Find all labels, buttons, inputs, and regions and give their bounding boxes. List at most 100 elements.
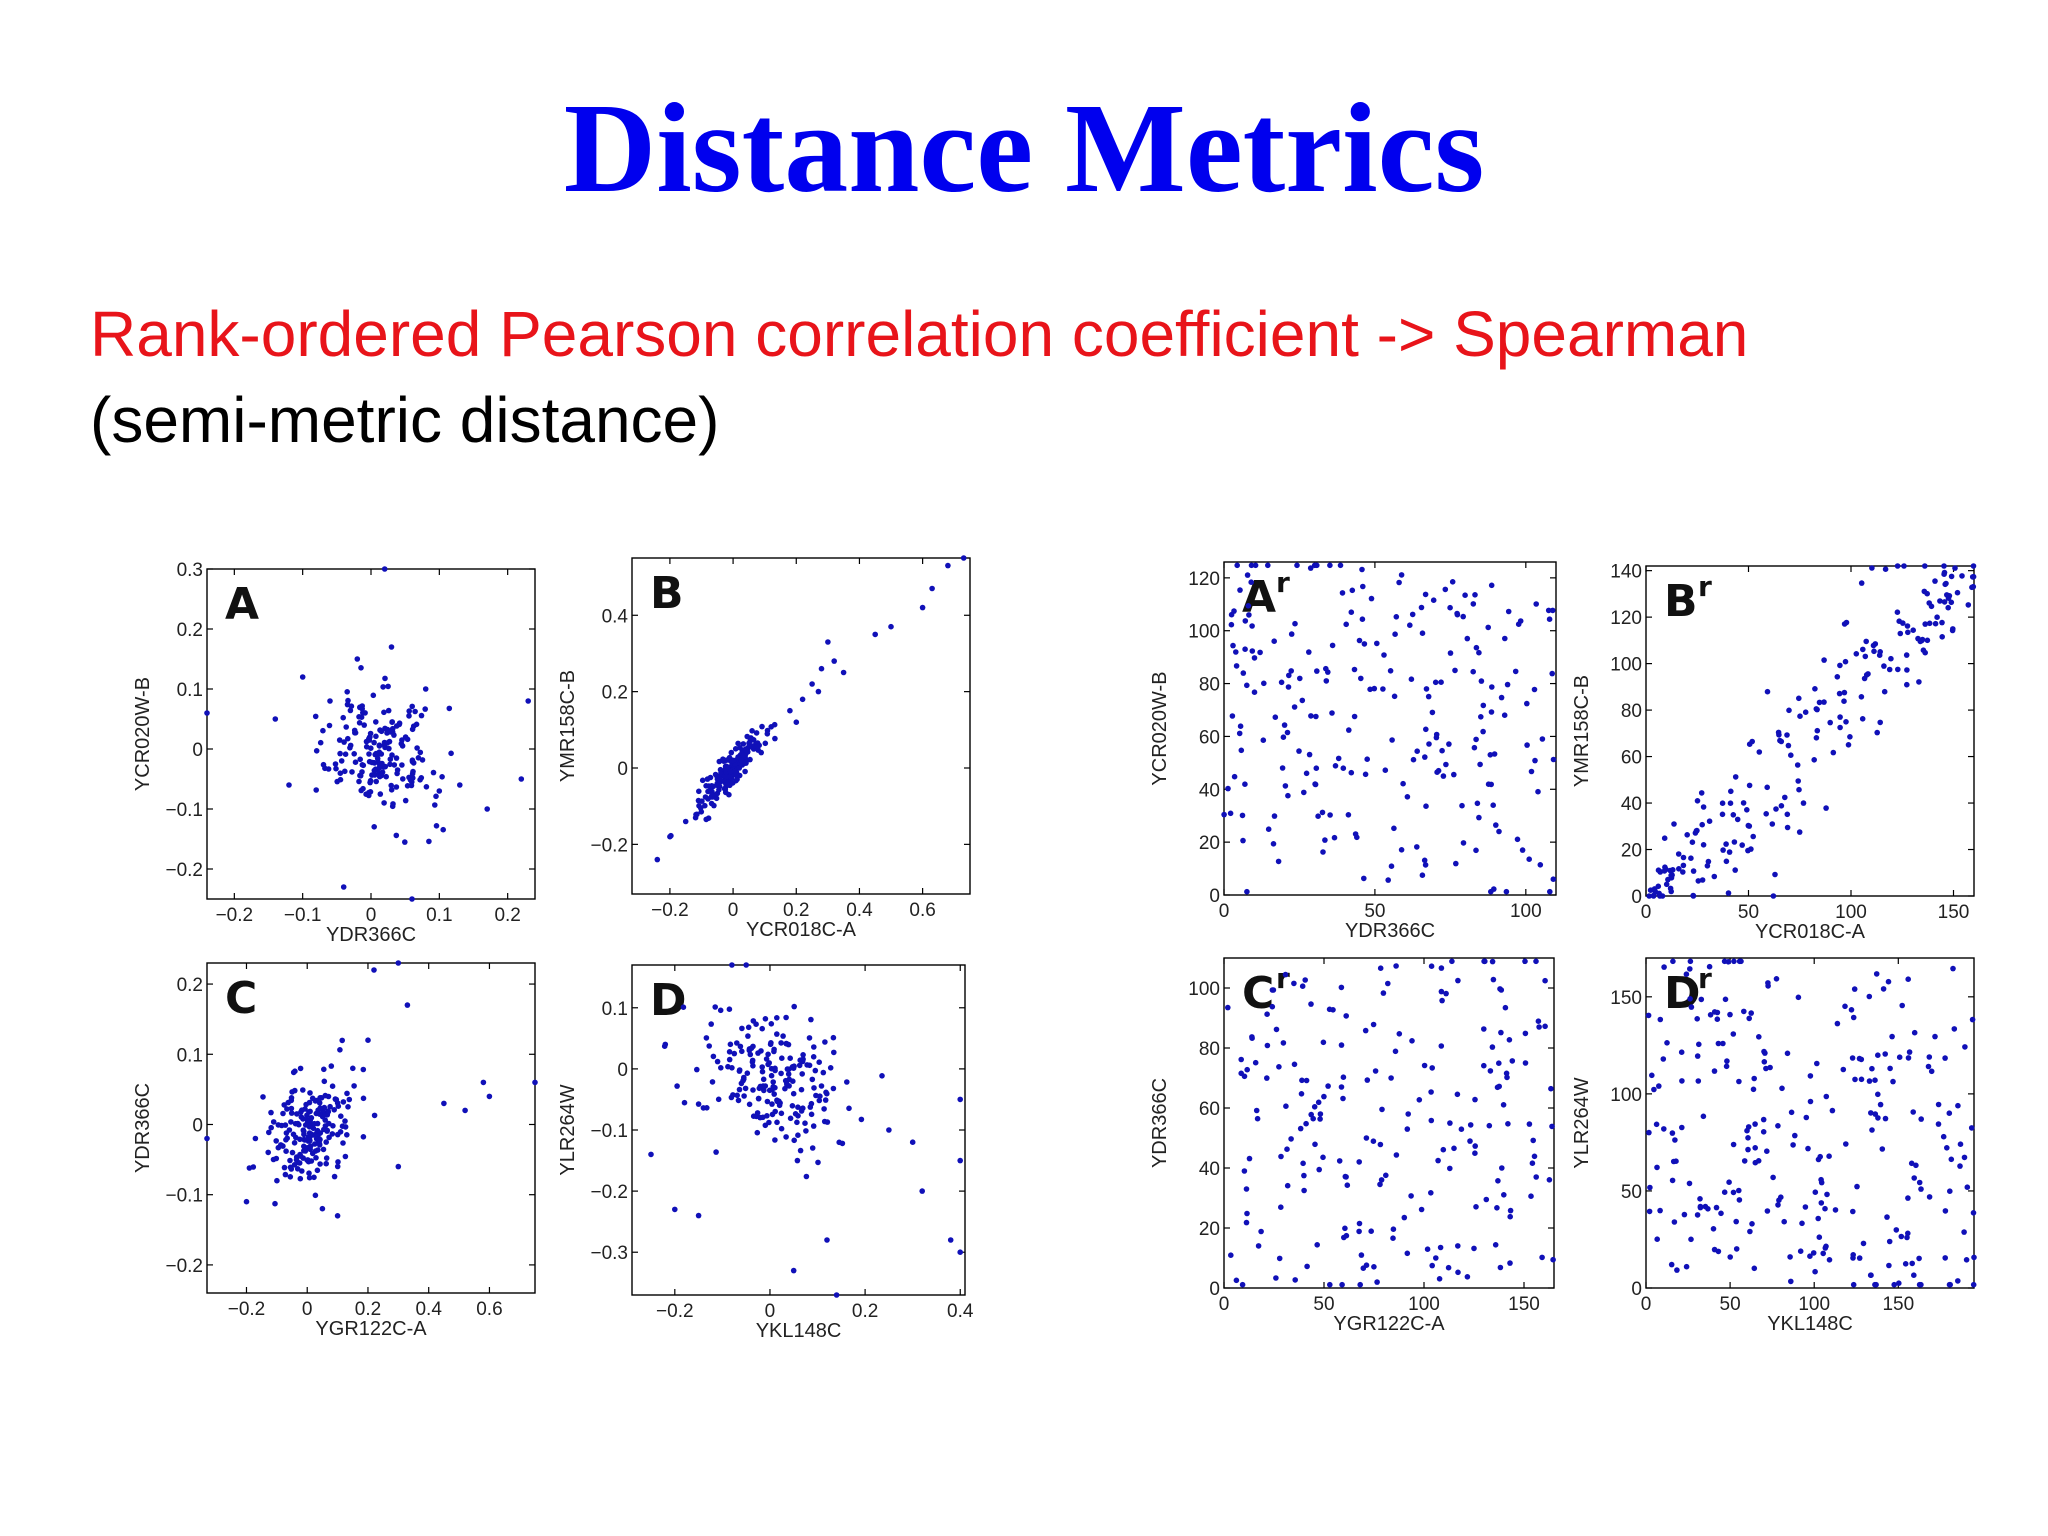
- data-point: [808, 1111, 815, 1118]
- data-point: [1863, 638, 1869, 645]
- data-point: [1710, 1226, 1717, 1232]
- data-point: [1711, 1068, 1718, 1074]
- data-point: [1437, 1244, 1444, 1251]
- data-point: [1393, 1152, 1400, 1158]
- data-point: [1304, 1263, 1310, 1270]
- scatter-panel-c: −0.2 0 0.2 0.4 0.6−0.2−0.100.10.2YGR122C-AYD…: [132, 960, 538, 1340]
- data-point: [1340, 1074, 1347, 1080]
- data-point: [1503, 888, 1510, 895]
- data-point: [1301, 789, 1307, 796]
- data-point: [1358, 1252, 1365, 1258]
- data-point: [282, 1122, 289, 1128]
- data-point: [1961, 1229, 1967, 1235]
- data-point: [388, 644, 395, 650]
- data-point: [1550, 876, 1557, 882]
- data-point: [1401, 1214, 1408, 1221]
- data-point: [1890, 1078, 1896, 1085]
- data-point: [333, 765, 339, 772]
- data-point: [830, 1085, 837, 1092]
- data-point: [1470, 601, 1477, 607]
- y-tick-label: 80: [1621, 701, 1642, 722]
- data-point: [1906, 1049, 1913, 1055]
- data-point: [957, 1096, 963, 1103]
- data-point: [331, 1107, 338, 1113]
- data-point: [1970, 573, 1977, 580]
- data-point: [313, 787, 320, 793]
- data-point: [1244, 1066, 1250, 1073]
- data-point: [383, 773, 390, 780]
- data-point: [1486, 1122, 1493, 1129]
- data-point: [1340, 1095, 1346, 1102]
- data-point: [817, 1093, 823, 1099]
- y-tick-label: 60: [1199, 727, 1220, 748]
- data-point: [1922, 563, 1928, 569]
- data-point: [784, 1066, 791, 1072]
- y-tick-label: 0: [617, 1060, 628, 1081]
- data-point: [1849, 1055, 1856, 1061]
- data-point: [831, 1049, 837, 1056]
- data-point: [1292, 1277, 1298, 1283]
- data-point: [307, 1090, 313, 1096]
- data-point: [281, 1164, 288, 1171]
- data-point: [1362, 771, 1369, 778]
- data-point: [1698, 790, 1705, 796]
- data-point: [1489, 1044, 1496, 1050]
- data-point: [1458, 1126, 1465, 1132]
- data-point: [1722, 996, 1729, 1003]
- data-point: [365, 1037, 371, 1043]
- data-point: [1654, 1164, 1660, 1171]
- data-point: [736, 1067, 743, 1073]
- data-point: [1736, 1197, 1743, 1203]
- data-point: [765, 1051, 771, 1058]
- data-point: [1971, 1254, 1977, 1261]
- data-point: [1872, 1281, 1878, 1288]
- data-point: [1549, 607, 1556, 614]
- data-point: [1502, 1004, 1509, 1011]
- data-point: [1356, 1159, 1362, 1165]
- data-point: [1695, 878, 1702, 884]
- data-point: [1932, 1033, 1938, 1040]
- data-point: [1932, 620, 1939, 627]
- data-point: [1338, 1042, 1345, 1048]
- x-tick-label: 0.6: [909, 900, 935, 921]
- data-point: [1926, 620, 1933, 627]
- data-point: [1237, 723, 1244, 729]
- data-point: [1909, 1260, 1915, 1267]
- data-point: [1745, 1135, 1751, 1141]
- data-point: [682, 818, 689, 825]
- data-point: [1795, 994, 1802, 1001]
- data-point: [272, 716, 279, 722]
- data-point: [714, 1058, 721, 1065]
- data-point: [1705, 858, 1712, 865]
- data-point: [395, 960, 402, 966]
- data-point: [1942, 1255, 1948, 1261]
- data-point: [1678, 1049, 1685, 1055]
- data-point: [1404, 794, 1411, 800]
- data-point: [1741, 1008, 1747, 1015]
- data-point: [1297, 675, 1303, 682]
- data-point: [393, 784, 400, 790]
- data-point: [334, 778, 341, 785]
- data-point: [1436, 1276, 1443, 1282]
- data-point: [1970, 583, 1977, 590]
- data-point: [1826, 1257, 1833, 1263]
- data-point: [417, 777, 423, 783]
- data-point: [772, 735, 778, 742]
- data-point: [1545, 607, 1552, 614]
- data-point: [280, 1143, 286, 1149]
- data-point: [1271, 638, 1277, 644]
- data-point: [1764, 784, 1770, 791]
- data-point: [1940, 1133, 1947, 1140]
- data-point: [648, 1151, 654, 1158]
- data-point: [807, 1104, 814, 1110]
- data-point: [1681, 1211, 1688, 1218]
- data-point: [291, 1140, 298, 1146]
- data-point: [334, 1163, 341, 1170]
- data-point: [441, 1100, 447, 1107]
- data-point: [1249, 623, 1255, 629]
- data-point: [960, 555, 967, 561]
- data-point: [778, 1040, 784, 1046]
- x-tick-label: 0.2: [783, 900, 809, 921]
- data-point: [339, 1037, 346, 1044]
- data-point: [299, 1168, 305, 1174]
